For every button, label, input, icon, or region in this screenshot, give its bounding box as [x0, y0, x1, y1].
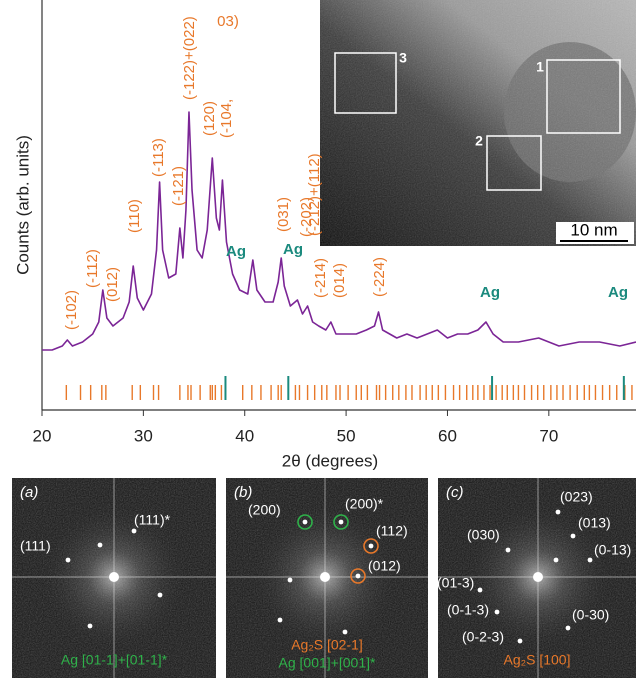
- phase-label: Ag: [226, 243, 246, 260]
- zone-axis: Ag [001]+[001]*: [279, 655, 376, 671]
- fft-spot: [303, 520, 308, 525]
- fft-spot: [278, 618, 283, 623]
- fft-spot: [556, 510, 561, 515]
- peak-label: (120): [201, 101, 218, 136]
- peak-label: (-113): [150, 138, 167, 177]
- fft-center: [533, 572, 543, 582]
- tem-inset: 1 2 3 10 nm: [320, 0, 636, 246]
- tem-noise: [320, 0, 636, 246]
- spot-label: (012): [368, 558, 401, 574]
- fft-spot: [158, 593, 163, 598]
- fft-spot: [518, 639, 523, 644]
- spot-label: (200): [248, 502, 281, 518]
- spot-label: (112): [376, 523, 408, 539]
- peak-label: (-212)+(112): [306, 153, 323, 236]
- spot-label: (030): [467, 527, 500, 543]
- phase-label: Ag: [283, 241, 303, 258]
- fft-spot: [132, 529, 137, 534]
- fft-spot: [495, 610, 500, 615]
- spot-label: (111): [20, 538, 51, 554]
- panel-label: (b): [234, 484, 252, 501]
- region-label: 2: [475, 133, 483, 149]
- fft-center: [320, 572, 330, 582]
- panel-label: (a): [20, 484, 38, 501]
- fft-spot: [554, 558, 559, 563]
- peak-label: (-214): [312, 258, 329, 298]
- peak-label: (-122)+(022): [181, 16, 198, 100]
- x-tick-label: 20: [33, 426, 52, 445]
- region-label: 3: [399, 50, 407, 66]
- x-tick-label: 50: [337, 426, 356, 445]
- peak-label: (-121): [170, 166, 187, 206]
- zone-axis: Ag [01-1]+[01-1]*: [61, 652, 168, 668]
- phase-label: Ag: [608, 284, 628, 301]
- spot-label: (013): [578, 515, 611, 531]
- spot-label: (200)*: [345, 496, 384, 512]
- x-tick-label: 30: [134, 426, 153, 445]
- peak-label: (031): [275, 197, 292, 232]
- fft-spot: [566, 626, 571, 631]
- fft-center: [109, 572, 119, 582]
- peak-label: (-104,: [218, 99, 235, 138]
- peak-label: 03): [217, 13, 239, 30]
- spot-label: (0-13): [594, 542, 631, 558]
- peak-label: (012): [104, 267, 121, 302]
- region-label: 1: [536, 59, 544, 75]
- fft-spot: [98, 543, 103, 548]
- fft-spot: [369, 544, 374, 549]
- panel-label: (c): [446, 484, 464, 501]
- fft-spot: [571, 534, 576, 539]
- phase-label: Ag: [480, 284, 500, 301]
- spot-label: (0-2-3): [462, 629, 504, 645]
- fft-spot: [88, 624, 93, 629]
- fft-spot: [478, 588, 483, 593]
- spot-label: (023): [560, 489, 593, 505]
- fft-spot: [588, 558, 593, 563]
- figure: 1 2 3 10 nm Counts (arb. units) 2θ (degr…: [0, 0, 636, 678]
- spot-label: (111)*: [134, 512, 171, 528]
- fft-spot: [356, 574, 361, 579]
- scale-bar-label: 10 nm: [570, 220, 617, 239]
- spot-label: (01-3): [437, 575, 474, 591]
- fft-spot: [506, 548, 511, 553]
- y-axis-title: Counts (arb. units): [13, 135, 32, 275]
- peak-label: (-224): [371, 257, 388, 297]
- x-tick-label: 40: [235, 426, 254, 445]
- fft-spot: [288, 578, 293, 583]
- zone-axis: Ag₂S [100]: [504, 652, 571, 668]
- peak-label: (-112): [84, 249, 101, 288]
- x-axis-title: 2θ (degrees): [282, 451, 378, 470]
- peak-label: (014): [331, 263, 348, 298]
- x-tick-label: 60: [438, 426, 457, 445]
- fft-spot: [343, 630, 348, 635]
- x-tick-label: 70: [539, 426, 558, 445]
- spot-label: (0-1-3): [447, 602, 489, 618]
- peak-label: (110): [126, 199, 143, 233]
- peak-label: (-102): [63, 290, 80, 330]
- fft-spot: [339, 520, 344, 525]
- zone-axis: Ag₂S [02-1]: [291, 637, 363, 653]
- fft-spot: [66, 558, 71, 563]
- spot-label: (0-30): [572, 607, 609, 623]
